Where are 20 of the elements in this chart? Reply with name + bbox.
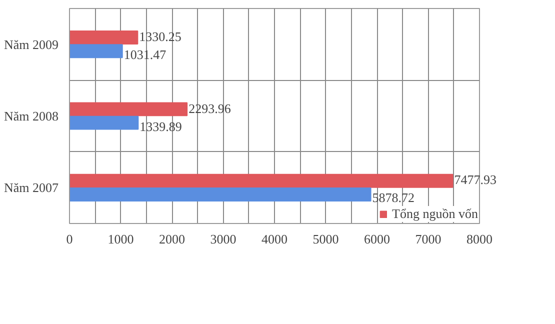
bar — [70, 30, 138, 44]
x-tick-label: 6000 — [364, 232, 390, 246]
bar — [70, 44, 123, 58]
x-tick-label: 4000 — [262, 232, 288, 246]
bar — [70, 116, 139, 130]
legend-label: Tổng nguồn vốn — [392, 206, 478, 222]
bar — [70, 174, 454, 188]
x-tick-label: 8000 — [466, 232, 492, 246]
x-tick-label: 7000 — [415, 232, 442, 246]
bar — [70, 102, 188, 116]
x-tick-label: 1000 — [108, 232, 134, 246]
x-tick-label: 0 — [66, 232, 73, 246]
data-label: 7477.93 — [454, 172, 496, 188]
y-tick-label: Năm 2007 — [4, 180, 59, 196]
x-tick-label: 5000 — [312, 232, 339, 246]
bar — [70, 188, 372, 202]
y-tick-label: Năm 2009 — [4, 36, 59, 52]
x-tick-label: 2000 — [159, 232, 185, 246]
x-tick-label: 3000 — [210, 232, 236, 246]
y-tick-label: Năm 2008 — [4, 108, 59, 124]
